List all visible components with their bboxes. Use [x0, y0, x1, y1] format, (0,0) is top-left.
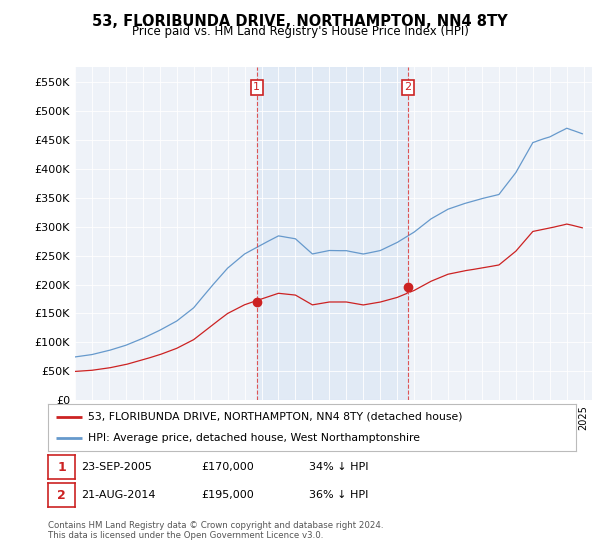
- Text: 53, FLORIBUNDA DRIVE, NORTHAMPTON, NN4 8TY: 53, FLORIBUNDA DRIVE, NORTHAMPTON, NN4 8…: [92, 14, 508, 29]
- Bar: [257, 67, 408, 400]
- Text: 34% ↓ HPI: 34% ↓ HPI: [309, 462, 368, 472]
- Text: 23-SEP-2005: 23-SEP-2005: [81, 462, 152, 472]
- Text: HPI: Average price, detached house, West Northamptonshire: HPI: Average price, detached house, West…: [88, 433, 419, 444]
- Text: Price paid vs. HM Land Registry's House Price Index (HPI): Price paid vs. HM Land Registry's House …: [131, 25, 469, 38]
- Text: 36% ↓ HPI: 36% ↓ HPI: [309, 490, 368, 500]
- Text: 2: 2: [57, 488, 66, 502]
- Text: Contains HM Land Registry data © Crown copyright and database right 2024.
This d: Contains HM Land Registry data © Crown c…: [48, 521, 383, 540]
- Text: £170,000: £170,000: [201, 462, 254, 472]
- Text: £195,000: £195,000: [201, 490, 254, 500]
- Text: 21-AUG-2014: 21-AUG-2014: [81, 490, 155, 500]
- Text: 1: 1: [253, 82, 260, 92]
- Text: 1: 1: [57, 460, 66, 474]
- Text: 2: 2: [404, 82, 412, 92]
- Text: 53, FLORIBUNDA DRIVE, NORTHAMPTON, NN4 8TY (detached house): 53, FLORIBUNDA DRIVE, NORTHAMPTON, NN4 8…: [88, 412, 462, 422]
